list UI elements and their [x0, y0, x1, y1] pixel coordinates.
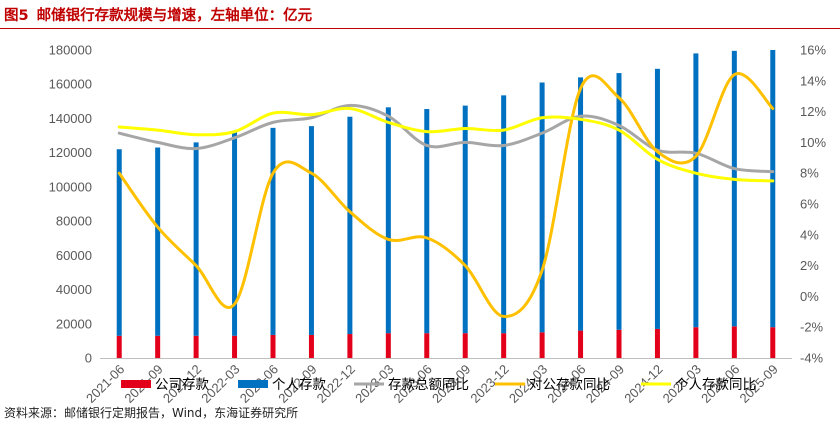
legend-label: 个人存款同比	[675, 377, 756, 393]
y-left-tick-label: 0	[85, 351, 92, 366]
y-axis-right: -4% -2% 0% 2% 4% 6% 8% 10% 12% 14% 16%	[800, 43, 826, 366]
y-left-tick-label: 180000	[49, 43, 92, 58]
bar-corporate-deposit	[693, 327, 699, 358]
bar-corporate-deposit	[232, 335, 238, 358]
y-right-tick-label: 10%	[800, 135, 826, 150]
bar-corporate-deposit	[654, 328, 660, 358]
bar-personal-deposit	[693, 53, 699, 328]
y-axis-left: 0 20000 40000 60000 80000 100000 120000 140000 1…	[49, 43, 92, 366]
line-personal-deposit-yoy	[117, 106, 775, 183]
bar-personal-deposit	[270, 127, 276, 335]
y-right-tick-label: -4%	[800, 351, 824, 366]
legend-label: 对公存款同比	[529, 377, 610, 393]
bar-corporate-deposit	[770, 327, 776, 358]
bar-personal-deposit	[654, 68, 660, 329]
figure-title-text: 邮储银行存款规模与增速，左轴单位：亿元	[36, 8, 313, 24]
chart-canvas: 0 20000 40000 60000 80000 100000 120000 140000 1…	[49, 43, 827, 405]
bar-personal-deposit	[347, 116, 353, 335]
y-right-tick-label: 8%	[800, 166, 819, 181]
bar-personal-deposit	[116, 149, 122, 336]
legend-label: 个人存款	[272, 377, 326, 393]
y-left-tick-label: 80000	[56, 214, 92, 229]
title-divider	[0, 28, 840, 29]
bar-corporate-deposit	[347, 334, 353, 358]
legend-personal-deposit-yoy: 个人存款同比	[641, 377, 756, 393]
bar-corporate-deposit	[308, 334, 314, 358]
y-left-tick-label: 160000	[49, 77, 92, 92]
bar-personal-deposit	[731, 50, 737, 327]
y-right-tick-label: -2%	[800, 320, 824, 335]
y-left-tick-label: 120000	[49, 145, 92, 160]
line-corporate-deposit-yoy	[117, 72, 775, 318]
bar-corporate-deposit	[578, 330, 584, 358]
y-left-tick-label: 40000	[56, 282, 92, 297]
y-left-tick-label: 100000	[49, 179, 92, 194]
x-tick-label: 2021-06	[83, 362, 127, 404]
y-left-tick-label: 140000	[49, 111, 92, 126]
bar-corporate-deposit	[539, 332, 545, 358]
bar-series-group	[116, 50, 776, 358]
bar-corporate-deposit	[462, 333, 468, 358]
legend-swatch	[121, 380, 151, 388]
bar-corporate-deposit	[424, 333, 430, 358]
legend-personal-deposit: 个人存款	[238, 377, 326, 393]
y-right-tick-label: 4%	[800, 227, 819, 242]
bar-personal-deposit	[616, 73, 622, 330]
bar-personal-deposit	[308, 126, 314, 335]
bar-personal-deposit	[232, 132, 238, 336]
y-right-tick-label: 14%	[800, 73, 826, 88]
y-left-tick-label: 20000	[56, 316, 92, 331]
bar-corporate-deposit	[385, 333, 391, 358]
bar-corporate-deposit	[616, 329, 622, 358]
legend-swatch	[238, 380, 268, 388]
bar-corporate-deposit	[731, 326, 737, 358]
bar-personal-deposit	[155, 147, 161, 336]
legend-total-deposit-yoy: 存款总额同比	[354, 377, 469, 393]
bar-corporate-deposit	[193, 335, 199, 358]
legend-label: 公司存款	[155, 377, 209, 393]
figure-title: 图5 邮储银行存款规模与增速，左轴单位：亿元	[4, 4, 312, 25]
bar-corporate-deposit	[501, 333, 507, 358]
legend: 公司存款 个人存款 存款总额同比 对公存款同比 个人存款同比	[121, 377, 756, 393]
y-left-tick-label: 60000	[56, 248, 92, 263]
bar-personal-deposit	[385, 107, 391, 334]
bar-corporate-deposit	[155, 335, 161, 358]
legend-label: 存款总额同比	[388, 377, 469, 393]
legend-corporate-deposit-yoy: 对公存款同比	[495, 377, 610, 393]
bar-personal-deposit	[770, 50, 776, 328]
bar-personal-deposit	[462, 105, 468, 334]
line-total-deposit-yoy	[117, 103, 775, 174]
bar-personal-deposit	[501, 95, 507, 334]
y-right-tick-label: 6%	[800, 197, 819, 212]
y-right-tick-label: 0%	[800, 289, 819, 304]
y-right-tick-label: 2%	[800, 258, 819, 273]
bar-personal-deposit	[539, 82, 545, 333]
bar-personal-deposit	[578, 77, 584, 331]
figure-label: 图5	[4, 8, 29, 24]
source-note: 资料来源：邮储银行定期报告，Wind，东海证券研究所	[4, 406, 299, 420]
bar-corporate-deposit	[270, 334, 276, 358]
bar-personal-deposit	[193, 142, 199, 336]
bar-corporate-deposit	[116, 335, 122, 358]
y-right-tick-label: 12%	[800, 104, 826, 119]
bar-personal-deposit	[424, 109, 430, 334]
legend-corporate-deposit: 公司存款	[121, 377, 209, 393]
y-right-tick-label: 16%	[800, 43, 826, 58]
